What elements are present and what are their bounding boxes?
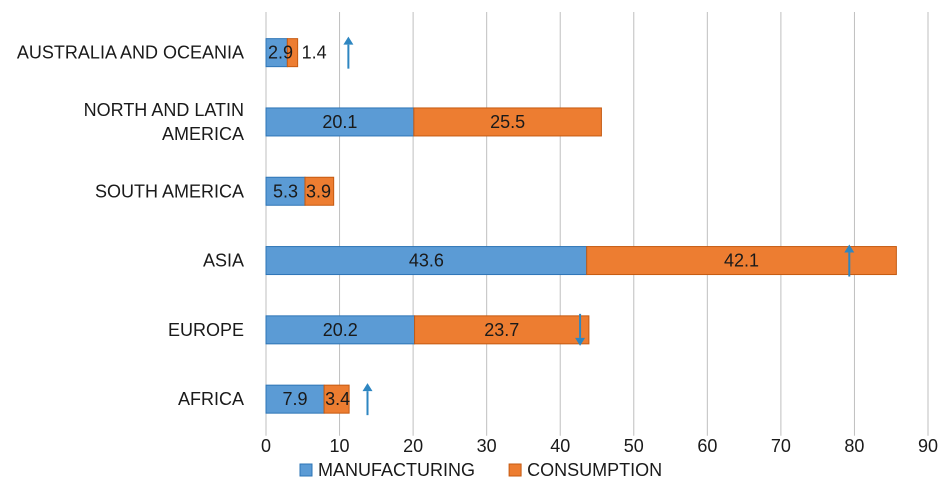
x-tick-label-7: 70 bbox=[771, 436, 791, 456]
bar-manufacturing-4 bbox=[265, 315, 416, 345]
trend-arrow-up-0 bbox=[343, 36, 354, 69]
trend-arrow-up-3 bbox=[362, 383, 373, 416]
x-tick-label-5: 50 bbox=[624, 436, 644, 456]
data-label-manufacturing-2: 5.3 bbox=[273, 181, 298, 201]
data-label-manufacturing-1: 20.1 bbox=[322, 112, 357, 132]
trend-arrow-up-1 bbox=[844, 244, 855, 277]
bar-consumption-1 bbox=[413, 107, 602, 137]
x-tick-label-4: 40 bbox=[550, 436, 570, 456]
data-label-manufacturing-4: 20.2 bbox=[323, 320, 358, 340]
legend-swatch-consumption bbox=[508, 463, 522, 477]
category-label-5: AFRICA bbox=[178, 389, 244, 409]
bar-consumption-5 bbox=[323, 384, 350, 414]
bar-consumption-4 bbox=[414, 315, 590, 345]
data-label-consumption-3: 42.1 bbox=[724, 251, 759, 271]
x-tick-label-0: 0 bbox=[261, 436, 271, 456]
legend-label-consumption: CONSUMPTION bbox=[527, 460, 662, 480]
data-label-manufacturing-5: 7.9 bbox=[283, 389, 308, 409]
data-label-manufacturing-3: 43.6 bbox=[409, 251, 444, 271]
category-label-2: SOUTH AMERICA bbox=[95, 181, 244, 201]
x-tick-label-3: 30 bbox=[477, 436, 497, 456]
bar-manufacturing-2 bbox=[265, 176, 306, 206]
bar-consumption-3 bbox=[586, 246, 897, 276]
data-label-manufacturing-0: 2.9 bbox=[268, 43, 293, 63]
data-label-consumption-4: 23.7 bbox=[484, 320, 519, 340]
data-label-consumption-1: 25.5 bbox=[490, 112, 525, 132]
x-tick-label-9: 90 bbox=[918, 436, 938, 456]
category-label-0: AUSTRALIA AND OCEANIA bbox=[17, 43, 244, 63]
x-tick-label-6: 60 bbox=[697, 436, 717, 456]
bar-manufacturing-5 bbox=[265, 384, 325, 414]
data-label-consumption-5: 3.4 bbox=[325, 389, 350, 409]
bar-consumption-0 bbox=[286, 38, 299, 68]
bar-consumption-2 bbox=[304, 176, 335, 206]
category-label-1: NORTH AND LATIN AMERICA bbox=[84, 100, 244, 144]
x-tick-label-2: 20 bbox=[403, 436, 423, 456]
trend-arrow-down-2 bbox=[575, 313, 586, 346]
category-label-3: ASIA bbox=[203, 251, 244, 271]
data-label-consumption-0: 1.4 bbox=[302, 43, 327, 63]
data-label-consumption-2: 3.9 bbox=[306, 181, 331, 201]
legend-swatch-manufacturing bbox=[299, 463, 313, 477]
category-label-4: EUROPE bbox=[168, 320, 244, 340]
bar-manufacturing-3 bbox=[265, 246, 588, 276]
legend-label-manufacturing: MANUFACTURING bbox=[318, 460, 475, 480]
x-tick-label-8: 80 bbox=[844, 436, 864, 456]
x-tick-label-1: 10 bbox=[330, 436, 350, 456]
